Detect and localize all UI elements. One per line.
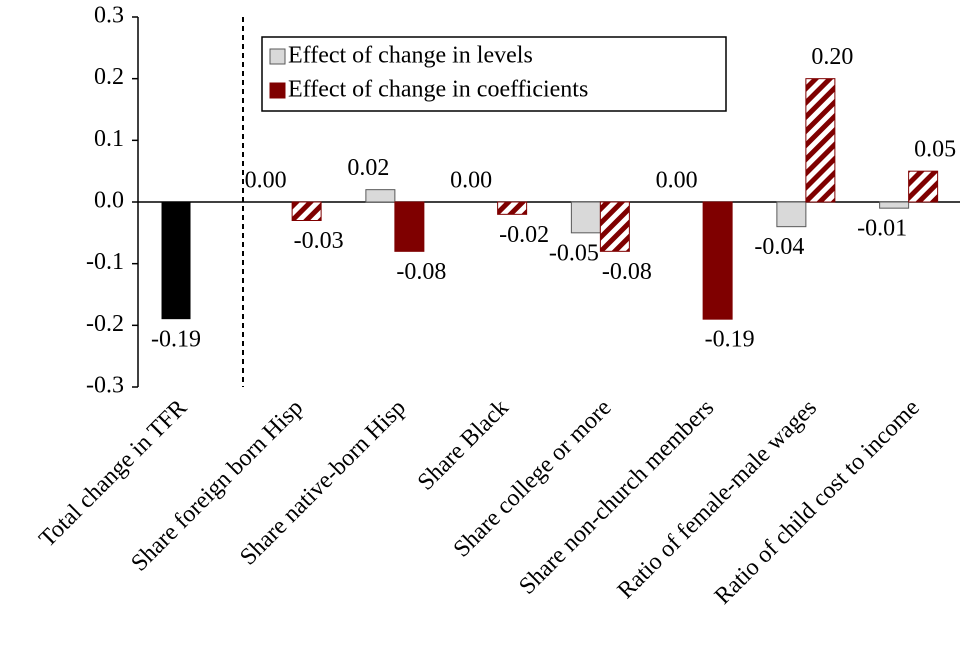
value-label: 0.20 xyxy=(811,44,853,70)
value-label: -0.02 xyxy=(499,222,549,248)
value-label: -0.08 xyxy=(396,259,446,285)
bar xyxy=(599,201,630,252)
x-tick-label: Share native-born Hisp xyxy=(235,395,411,571)
y-tick-label: 0.1 xyxy=(94,126,124,152)
x-tick-label: Ratio of child cost to income xyxy=(710,395,925,610)
value-label: 0.00 xyxy=(450,168,492,194)
value-label: -0.19 xyxy=(705,327,755,353)
bar xyxy=(291,201,322,221)
x-tick-label: Share non-church members xyxy=(514,395,719,600)
bar xyxy=(394,201,425,252)
bar xyxy=(570,201,601,234)
x-tick-label: Ratio of female-male wages xyxy=(613,395,822,604)
value-label: 0.00 xyxy=(245,168,287,194)
y-tick-label: -0.2 xyxy=(86,311,124,337)
value-label: -0.01 xyxy=(857,216,907,242)
legend-label: Effect of change in coefficients xyxy=(288,77,588,103)
legend-swatch xyxy=(269,82,286,99)
bar xyxy=(702,201,733,320)
x-tick-label: Share Black xyxy=(413,395,514,496)
bar xyxy=(365,189,396,203)
value-label: -0.04 xyxy=(754,234,804,260)
bar xyxy=(908,170,939,203)
value-label: -0.05 xyxy=(549,240,599,266)
value-label: 0.00 xyxy=(656,168,698,194)
y-tick-label: 0.3 xyxy=(94,3,124,29)
y-tick-label: -0.1 xyxy=(86,249,124,275)
bar xyxy=(161,202,191,320)
legend-label: Effect of change in levels xyxy=(288,43,533,69)
total-value-label: -0.19 xyxy=(151,327,201,353)
legend xyxy=(261,36,727,112)
y-tick-label: 0.0 xyxy=(94,188,124,214)
bar xyxy=(776,201,807,228)
bar xyxy=(805,78,836,203)
y-tick-label: 0.2 xyxy=(94,64,124,90)
value-label: -0.03 xyxy=(294,228,344,254)
value-label: -0.08 xyxy=(602,259,652,285)
y-tick-label: -0.3 xyxy=(86,373,124,399)
bar xyxy=(879,201,910,209)
bar xyxy=(497,201,528,215)
legend-swatch xyxy=(269,48,286,65)
value-label: 0.02 xyxy=(347,155,389,181)
value-label: 0.05 xyxy=(914,137,956,163)
